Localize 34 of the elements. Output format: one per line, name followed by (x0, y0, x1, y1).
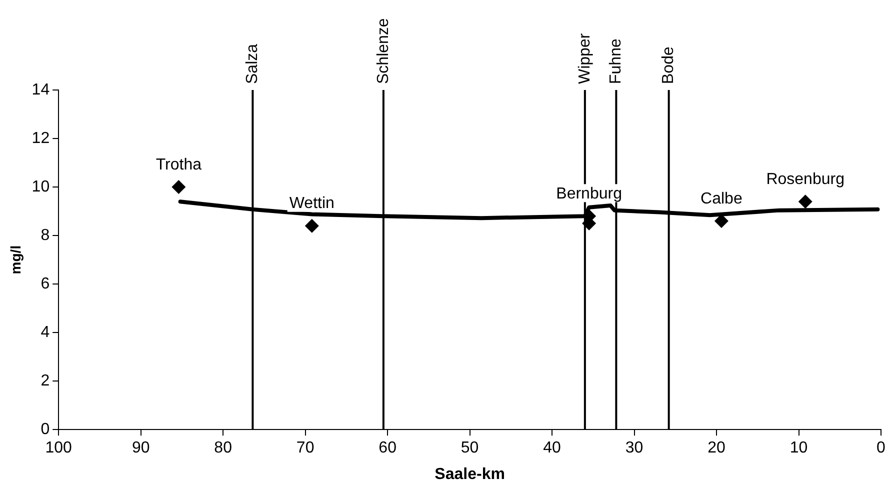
ref-line-label: Wipper (576, 32, 594, 84)
ref-line-label: Fuhne (608, 38, 625, 84)
x-tick-label: 100 (45, 440, 72, 457)
x-tick-label: 80 (214, 440, 232, 457)
y-tick-label: 4 (40, 324, 50, 341)
annotation: Bernburg (556, 186, 622, 203)
x-tick-label: 90 (132, 440, 150, 457)
x-tick-label: 10 (790, 440, 808, 457)
x-tick-label: 60 (378, 440, 397, 457)
point (798, 194, 812, 209)
point (304, 218, 319, 233)
x-tick-label: 20 (708, 440, 726, 457)
y-axis-title: mg/l (7, 245, 24, 274)
x-tick-label: 0 (876, 440, 886, 457)
x-axis-title: Saale-km (434, 466, 505, 483)
y-tick-label: 2 (40, 372, 50, 390)
y-tick-label: 14 (32, 81, 50, 98)
point (172, 180, 186, 194)
y-tick-label: 0 (40, 421, 50, 438)
annotation: Trotha (156, 156, 202, 174)
x-tick-label: 70 (296, 440, 314, 457)
y-tick-label: 12 (32, 130, 50, 147)
y-tick-label: 6 (40, 275, 50, 292)
y-tick-label: 10 (32, 178, 50, 196)
annotation: Rosenburg (766, 170, 844, 188)
ref-line-label: Salza (244, 44, 262, 84)
annotation: Calbe (700, 190, 742, 208)
y-tick-label: 8 (40, 226, 50, 244)
ref-line-label: Bode (660, 46, 678, 84)
x-tick-label: 50 (460, 440, 479, 457)
x-tick-label: 30 (625, 440, 644, 457)
ref-line-label: Schlenze (374, 18, 392, 84)
x-tick-label: 40 (543, 440, 562, 457)
annotation: Wettin (289, 195, 334, 212)
